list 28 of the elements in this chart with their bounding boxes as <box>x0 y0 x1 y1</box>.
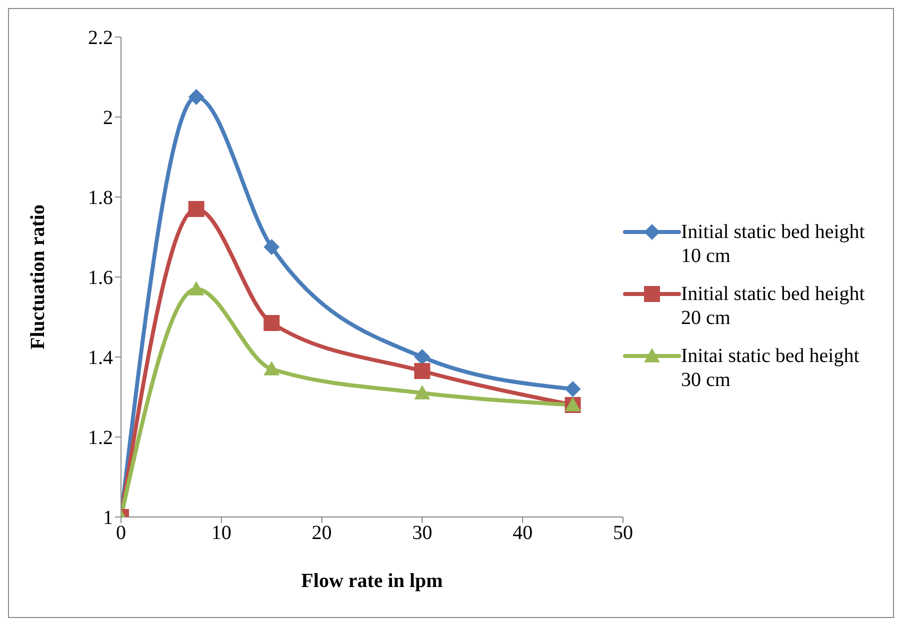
y-tick-label: 1.6 <box>88 267 113 290</box>
point <box>188 281 204 296</box>
y-tick-label: 2 <box>103 107 113 130</box>
point <box>264 361 280 376</box>
x-tick-label: 30 <box>412 522 432 544</box>
y-tick-label: 1.8 <box>88 187 113 210</box>
x-tick-label: 10 <box>211 522 232 544</box>
legend-label: Initai static bed height 30 cm <box>681 344 860 392</box>
y-tick-label: 1 <box>103 507 113 530</box>
point <box>414 349 430 365</box>
x-tick-label: 20 <box>312 522 332 544</box>
x-tick-label: 40 <box>512 522 533 544</box>
y-tick-label: 2.2 <box>88 27 113 50</box>
y-tick-label: 1.4 <box>88 347 113 370</box>
point <box>264 315 280 331</box>
y-axis-title: Fluctuation ratio <box>27 204 50 350</box>
point <box>564 381 581 397</box>
x-axis-title: Flow rate in lpm <box>301 570 444 592</box>
x-tick-label: 50 <box>613 522 633 544</box>
point <box>414 385 430 400</box>
legend-label: Initial static bed height 10 cm <box>681 220 866 268</box>
legend-label: Initial static bed height 20 cm <box>681 282 866 330</box>
point <box>414 363 430 379</box>
point <box>264 239 280 255</box>
y-tick-label: 1.2 <box>88 427 113 450</box>
point <box>188 89 204 105</box>
point <box>188 201 204 217</box>
x-tick-label: 0 <box>116 522 126 544</box>
